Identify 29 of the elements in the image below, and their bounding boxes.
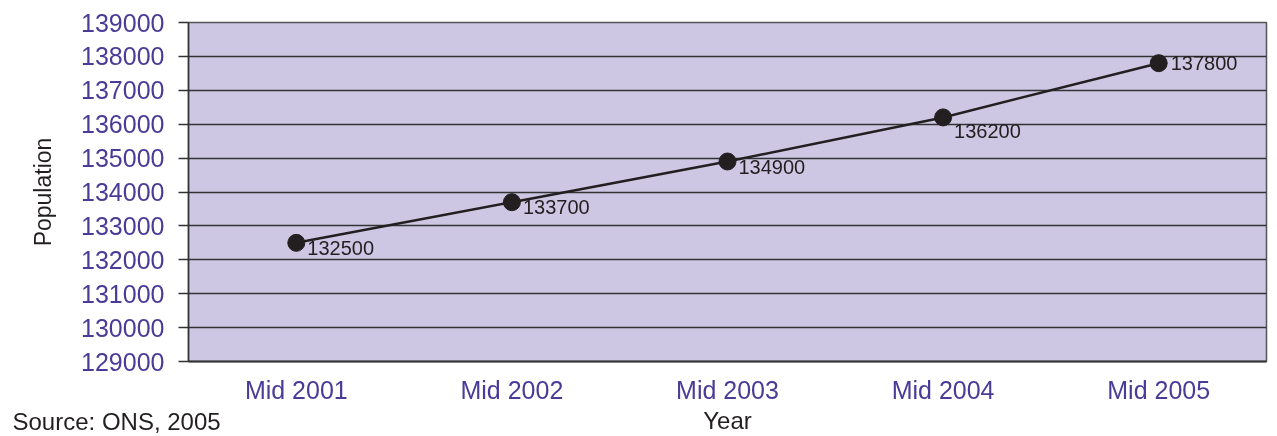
point (934, 108, 953, 127)
data-label: 136200 (954, 120, 1021, 143)
y-tick-label: 139000 (81, 8, 165, 37)
y-tick-label: 132000 (81, 245, 165, 274)
x-tick-label: Mid 2004 (891, 375, 995, 404)
data-label: 134900 (738, 155, 806, 178)
x-axis-title: Year (703, 406, 752, 434)
y-tick-label: 131000 (81, 279, 165, 308)
y-axis-title: Population (30, 137, 57, 247)
point (502, 193, 521, 212)
y-tick-label: 133000 (81, 211, 165, 240)
point (1149, 54, 1168, 73)
data-label: 137800 (1170, 52, 1238, 75)
y-tick-label: 134000 (81, 178, 165, 206)
x-tick-label: Mid 2002 (460, 375, 564, 404)
y-tick-label: 136000 (81, 110, 165, 139)
data-label: 133700 (522, 196, 590, 219)
y-tick-label: 130000 (81, 313, 165, 342)
y-tick-label: 129000 (81, 347, 165, 376)
point (718, 152, 737, 171)
x-tick-label: Mid 2005 (1107, 375, 1211, 404)
y-tick-label: 137000 (81, 76, 165, 105)
source-note: Source: ONS, 2005 (12, 407, 221, 435)
point (287, 233, 306, 252)
y-tick-label: 138000 (81, 42, 165, 71)
x-tick-label: Mid 2003 (676, 375, 779, 404)
y-tick-label: 135000 (81, 144, 165, 173)
x-tick-label: Mid 2001 (244, 375, 348, 404)
data-label: 132500 (307, 237, 375, 260)
